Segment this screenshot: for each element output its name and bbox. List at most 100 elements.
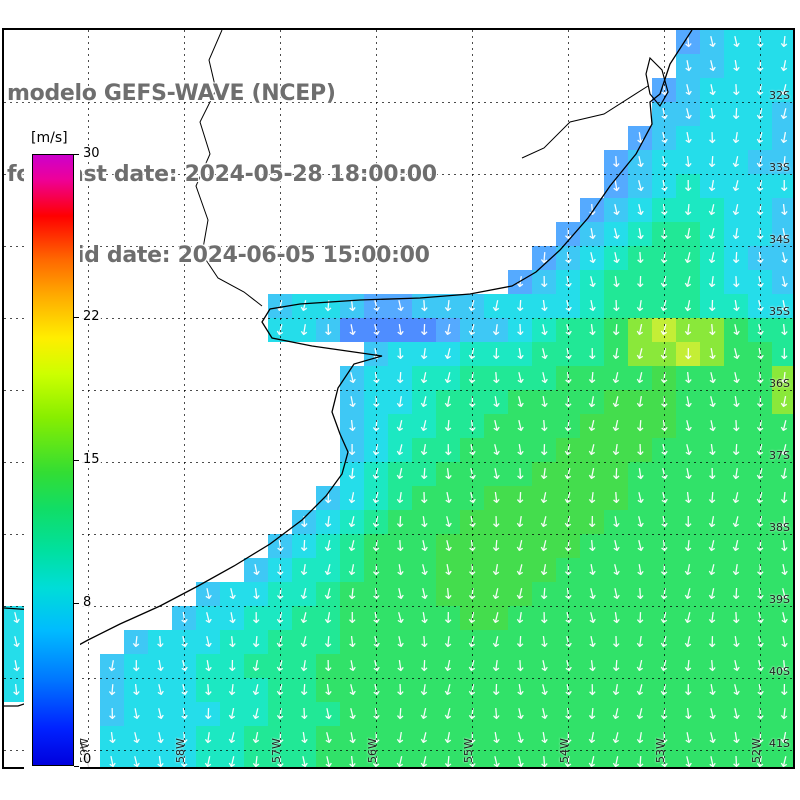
wave-cell: ↓ — [724, 294, 748, 318]
wave-cell: ↓ — [676, 558, 700, 582]
wave-cell: ↓ — [412, 318, 436, 342]
wave-cell: ↓ — [604, 462, 628, 486]
colorbar-ticks: 30 22 15 8 0 — [24, 146, 114, 767]
wave-cell: ↓ — [532, 294, 556, 318]
wave-cell: ↓ — [412, 486, 436, 510]
gridline-horizontal — [4, 678, 793, 679]
wave-cell: ↓ — [412, 750, 436, 767]
wave-cell: ↓ — [484, 750, 508, 767]
wave-cell: ↓ — [196, 630, 220, 654]
wave-cell: ↓ — [220, 702, 244, 726]
wave-cell: ↓ — [196, 606, 220, 630]
wave-cell: ↓ — [388, 678, 412, 702]
wave-cell: ↓ — [412, 654, 436, 678]
wave-cell: ↓ — [508, 318, 532, 342]
wave-cell: ↓ — [292, 678, 316, 702]
gridline-vertical — [472, 30, 473, 767]
wave-cell: ↓ — [292, 654, 316, 678]
wave-cell: ↓ — [604, 198, 628, 222]
wave-cell: ↓ — [412, 678, 436, 702]
wave-cell: ↓ — [676, 366, 700, 390]
wave-cell: ↓ — [148, 654, 172, 678]
wave-cell: ↓ — [484, 318, 508, 342]
wave-cell: ↓ — [388, 414, 412, 438]
wave-cell: ↓ — [508, 438, 532, 462]
wave-cell: ↓ — [340, 582, 364, 606]
wave-cell: ↓ — [700, 294, 724, 318]
wave-cell: ↓ — [772, 174, 793, 198]
wave-cell: ↓ — [340, 606, 364, 630]
wave-cell: ↓ — [580, 222, 604, 246]
gridline-vertical — [376, 30, 377, 767]
gridline-horizontal — [4, 750, 793, 751]
wave-cell: ↓ — [436, 702, 460, 726]
latitude-label: 38S — [769, 521, 790, 534]
wave-cell: ↓ — [436, 750, 460, 767]
wave-cell: ↓ — [700, 270, 724, 294]
gridline-horizontal — [4, 534, 793, 535]
wave-cell: ↓ — [532, 654, 556, 678]
wave-cell: ↓ — [292, 726, 316, 750]
wave-cell: ↓ — [388, 510, 412, 534]
wave-cell: ↓ — [580, 414, 604, 438]
wave-cell: ↓ — [436, 366, 460, 390]
wave-cell: ↓ — [532, 702, 556, 726]
wave-cell: ↓ — [580, 318, 604, 342]
wave-cell: ↓ — [604, 390, 628, 414]
wave-cell: ↓ — [628, 750, 652, 767]
wave-cell: ↓ — [628, 630, 652, 654]
wave-cell: ↓ — [724, 174, 748, 198]
wave-cell: ↓ — [292, 606, 316, 630]
wave-cell: ↓ — [532, 318, 556, 342]
wave-cell: ↓ — [628, 558, 652, 582]
wave-cell: ↓ — [628, 534, 652, 558]
wave-cell: ↓ — [532, 726, 556, 750]
wave-cell: ↓ — [724, 462, 748, 486]
wave-cell: ↓ — [148, 726, 172, 750]
wave-cell: ↓ — [292, 630, 316, 654]
wave-cell: ↓ — [700, 438, 724, 462]
wave-cell: ↓ — [772, 438, 793, 462]
wave-cell: ↓ — [412, 582, 436, 606]
wave-cell: ↓ — [124, 654, 148, 678]
wave-cell: ↓ — [628, 654, 652, 678]
wave-cell: ↓ — [700, 582, 724, 606]
gridline-vertical — [664, 30, 665, 767]
wave-cell: ↓ — [436, 390, 460, 414]
wave-cell: ↓ — [700, 702, 724, 726]
wave-cell: ↓ — [388, 726, 412, 750]
wave-cell: ↓ — [220, 630, 244, 654]
wave-cell: ↓ — [604, 438, 628, 462]
wave-cell: ↓ — [676, 198, 700, 222]
border-line — [521, 85, 649, 159]
wave-cell: ↓ — [676, 246, 700, 270]
wave-cell: ↓ — [148, 702, 172, 726]
wave-cell: ↓ — [148, 750, 172, 767]
gridline-horizontal — [4, 174, 793, 175]
wave-cell: ↓ — [388, 558, 412, 582]
wave-cell: ↓ — [724, 102, 748, 126]
wave-cell: ↓ — [700, 246, 724, 270]
wave-cell: ↓ — [676, 534, 700, 558]
wave-cell: ↓ — [508, 510, 532, 534]
wave-cell: ↓ — [484, 630, 508, 654]
longitude-label: 52W — [750, 738, 763, 763]
wave-cell: ↓ — [124, 702, 148, 726]
wave-cell: ↓ — [580, 438, 604, 462]
wave-cell: ↓ — [532, 438, 556, 462]
wave-cell: ↓ — [772, 102, 793, 126]
latitude-label: 41S — [769, 737, 790, 750]
wave-cell: ↓ — [340, 534, 364, 558]
wave-cell: ↓ — [532, 582, 556, 606]
wave-cell: ↓ — [412, 534, 436, 558]
wave-cell: ↓ — [316, 750, 340, 767]
wave-cell: ↓ — [484, 558, 508, 582]
wave-cell: ↓ — [628, 174, 652, 198]
wave-cell: ↓ — [772, 726, 793, 750]
wave-cell: ↓ — [628, 702, 652, 726]
colorbar-tick-label: 8 — [82, 594, 93, 610]
wave-cell: ↓ — [340, 510, 364, 534]
wave-cell: ↓ — [388, 438, 412, 462]
wave-cell: ↓ — [772, 534, 793, 558]
wave-cell: ↓ — [724, 246, 748, 270]
